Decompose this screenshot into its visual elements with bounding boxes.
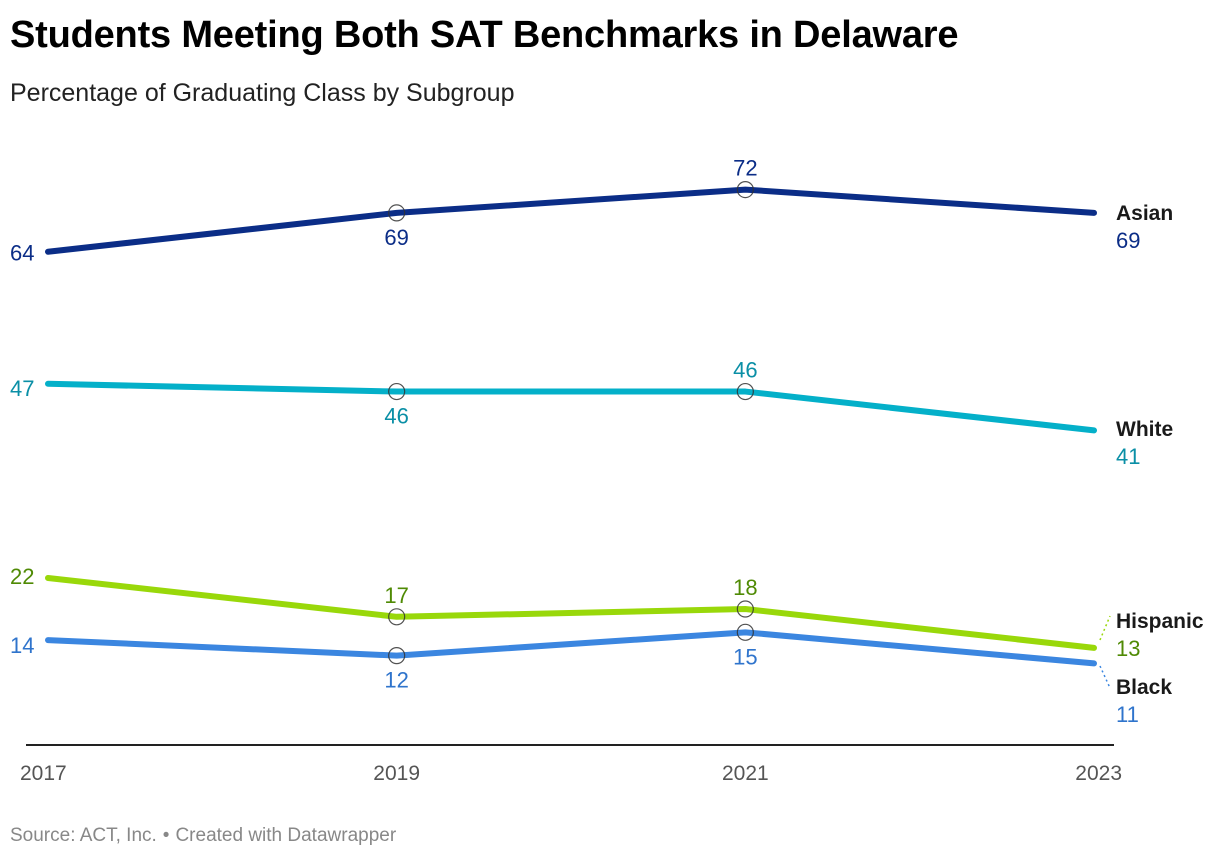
source-note: Source: ACT, Inc. (10, 825, 157, 846)
label-connector (1099, 665, 1111, 689)
footer-separator: • (162, 825, 170, 846)
data-point-marker (388, 608, 406, 626)
end-value-label-white: 41 (1116, 444, 1140, 469)
data-point-marker (736, 382, 754, 401)
series-line-asian (45, 186, 1097, 255)
series-line-black (45, 629, 1097, 667)
series-name-label-asian: Asian (1116, 202, 1173, 225)
chart-subtitle: Percentage of Graduating Class by Subgro… (10, 79, 515, 107)
end-value-label-hispanic: 13 (1116, 636, 1140, 661)
data-label-asian: 64 (10, 241, 34, 266)
x-tick-label: 2023 (1075, 762, 1122, 785)
chart-title: Students Meeting Both SAT Benchmarks in … (10, 14, 959, 56)
credit-note: Created with Datawrapper (175, 825, 397, 846)
x-tick-label: 2021 (722, 762, 769, 785)
data-point-marker (736, 623, 754, 641)
data-point-marker (736, 181, 754, 199)
data-point-marker (736, 600, 754, 618)
chart-footer: Source: ACT, Inc. • Created with Datawrapp… (10, 825, 396, 847)
series-name-label-hispanic: Hispanic (1116, 610, 1204, 633)
data-label-hispanic: 18 (733, 575, 757, 600)
series-line-white (45, 380, 1097, 434)
data-label-white: 47 (10, 376, 34, 401)
data-label-black: 14 (10, 633, 34, 658)
data-label-asian: 69 (384, 225, 408, 250)
x-tick-label: 2017 (20, 762, 67, 785)
data-label-black: 12 (384, 668, 408, 693)
data-point-marker (388, 382, 406, 401)
data-point-marker (388, 647, 406, 665)
label-connector (1099, 615, 1111, 641)
data-label-hispanic: 17 (384, 583, 408, 608)
x-tick-label: 2019 (373, 762, 420, 785)
series-name-label-white: White (1116, 418, 1173, 441)
data-label-hispanic: 22 (10, 564, 34, 589)
data-label-white: 46 (733, 358, 757, 383)
data-label-white: 46 (384, 404, 408, 429)
end-value-label-asian: 69 (1116, 228, 1140, 253)
end-value-label-black: 11 (1116, 702, 1139, 727)
data-label-black: 15 (733, 644, 757, 669)
series-line-hispanic (45, 574, 1097, 651)
chart-header: Students Meeting Both SAT Benchmarks in … (10, 10, 1210, 110)
series-name-label-black: Black (1116, 676, 1172, 699)
data-label-asian: 72 (733, 156, 757, 181)
data-point-marker (388, 204, 406, 222)
